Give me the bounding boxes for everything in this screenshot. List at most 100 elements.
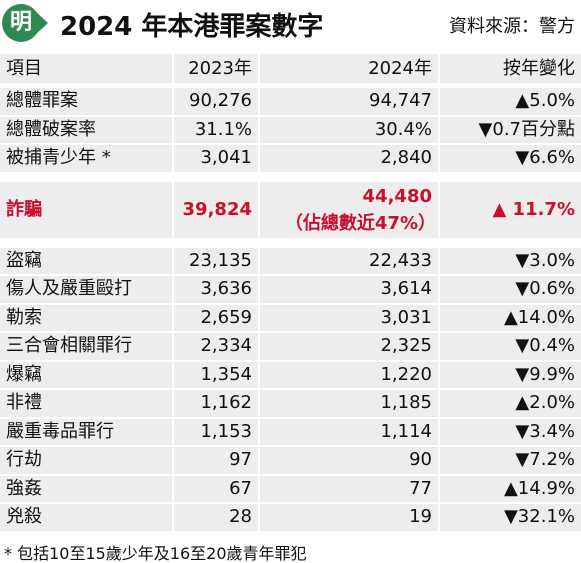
row-label: 兇殺 bbox=[6, 506, 42, 528]
source: 資料來源：警方 bbox=[449, 16, 575, 37]
cell-text: ▼0.7百分點 bbox=[478, 118, 575, 140]
cell-bg bbox=[0, 390, 172, 417]
cell-bg bbox=[0, 361, 172, 388]
cell-bg bbox=[0, 475, 172, 502]
row-label: 勒索 bbox=[6, 306, 42, 328]
cell-bg bbox=[440, 145, 581, 172]
cell-bg bbox=[440, 116, 581, 143]
cell-text: ▼9.9% bbox=[515, 363, 575, 385]
cell-text: 19 bbox=[409, 506, 432, 528]
cell-text: 2,659 bbox=[200, 306, 252, 328]
row-label: 詐騙 bbox=[6, 198, 42, 220]
cell-bg bbox=[174, 361, 258, 388]
row-label: 強姦 bbox=[6, 477, 42, 499]
cell-bg bbox=[260, 418, 438, 445]
logo: 明 bbox=[2, 4, 40, 42]
cell-bg bbox=[260, 145, 438, 172]
cell-bg bbox=[440, 88, 581, 115]
cell-bg bbox=[440, 54, 581, 83]
cell-bg bbox=[174, 475, 258, 502]
row-label: 爆竊 bbox=[6, 363, 42, 385]
cell-text: 1,114 bbox=[380, 420, 432, 442]
cell-bg bbox=[0, 54, 172, 83]
cell-bg bbox=[440, 361, 581, 388]
column-header: 項目 bbox=[6, 58, 42, 79]
cell-text: ▼3.4% bbox=[515, 420, 575, 442]
cell-text: ▼32.1% bbox=[503, 506, 575, 528]
cell-bg bbox=[0, 181, 172, 238]
cell-bg bbox=[0, 247, 172, 274]
cell-text: ▼0.4% bbox=[515, 335, 575, 357]
cell-text: ▲14.9% bbox=[503, 477, 575, 499]
cell-bg bbox=[0, 145, 172, 172]
row-label: 嚴重毒品罪行 bbox=[6, 420, 114, 442]
cell-bg bbox=[260, 504, 438, 531]
row-label: 非禮 bbox=[6, 392, 42, 414]
cell-bg bbox=[174, 447, 258, 474]
cell-bg bbox=[174, 390, 258, 417]
cell-bg bbox=[0, 504, 172, 531]
cell-text: ▲5.0% bbox=[515, 90, 575, 112]
row-label: 總體破案率 bbox=[6, 118, 96, 140]
cell-bg bbox=[440, 504, 581, 531]
cell-bg bbox=[174, 504, 258, 531]
cell-bg bbox=[260, 88, 438, 115]
cell-bg bbox=[260, 333, 438, 360]
cell-text: 1,220 bbox=[380, 363, 432, 385]
cell-text: 90,276 bbox=[189, 90, 252, 112]
cell-bg bbox=[440, 447, 581, 474]
cell-text: 3,636 bbox=[200, 278, 252, 300]
cell-bg bbox=[260, 447, 438, 474]
cell-text: 67 bbox=[229, 477, 252, 499]
cell-bg bbox=[0, 304, 172, 331]
cell-text: 30.4% bbox=[374, 118, 432, 140]
cell-bg bbox=[440, 390, 581, 417]
row-label: 三合會相關罪行 bbox=[6, 335, 132, 357]
cell-bg bbox=[260, 390, 438, 417]
cell-bg bbox=[0, 276, 172, 303]
cell-text: 1,162 bbox=[200, 392, 252, 414]
cell-bg bbox=[0, 116, 172, 143]
cell-bg bbox=[0, 88, 172, 115]
row-label: 傷人及嚴重毆打 bbox=[6, 278, 132, 300]
cell-text: 3,041 bbox=[200, 147, 252, 169]
cell-text: 1,354 bbox=[200, 363, 252, 385]
cell-bg bbox=[440, 181, 581, 238]
cell-text: 44,480 bbox=[362, 185, 432, 207]
cell-bg bbox=[440, 247, 581, 274]
cell-text: 1,153 bbox=[200, 420, 252, 442]
cell-bg bbox=[260, 304, 438, 331]
cell-text: ▲2.0% bbox=[515, 392, 575, 414]
cell-bg bbox=[174, 304, 258, 331]
cell-bg bbox=[260, 247, 438, 274]
cell-bg bbox=[440, 276, 581, 303]
cell-text: ▲14.0% bbox=[503, 306, 575, 328]
cell-bg bbox=[174, 54, 258, 83]
cell-bg bbox=[260, 475, 438, 502]
cell-text: 3,614 bbox=[380, 278, 432, 300]
cell-bg bbox=[174, 333, 258, 360]
cell-bg bbox=[174, 145, 258, 172]
cell-bg bbox=[260, 361, 438, 388]
cell-text: 77 bbox=[409, 477, 432, 499]
cell-bg bbox=[260, 54, 438, 83]
cell-bg bbox=[174, 418, 258, 445]
cell-text: 3,031 bbox=[380, 306, 432, 328]
cell-text: 31.1% bbox=[194, 118, 252, 140]
cell-bg bbox=[440, 304, 581, 331]
cell-bg bbox=[174, 88, 258, 115]
cell-text: 94,747 bbox=[369, 90, 432, 112]
cell-text: 2,325 bbox=[380, 335, 432, 357]
cell-bg bbox=[440, 418, 581, 445]
cell-bg bbox=[440, 333, 581, 360]
cell-text: ▲ 11.7% bbox=[492, 198, 575, 220]
cell-text: 23,135 bbox=[189, 249, 252, 271]
row-label: 總體罪案 bbox=[6, 90, 78, 112]
footnote: * 包括10至15歲少年及16至20歲青年罪犯 bbox=[4, 544, 307, 563]
cell-text: 97 bbox=[229, 449, 252, 471]
cell-text: 2,334 bbox=[200, 335, 252, 357]
cell-text: 90 bbox=[409, 449, 432, 471]
cell-bg bbox=[440, 475, 581, 502]
cell-bg bbox=[0, 333, 172, 360]
